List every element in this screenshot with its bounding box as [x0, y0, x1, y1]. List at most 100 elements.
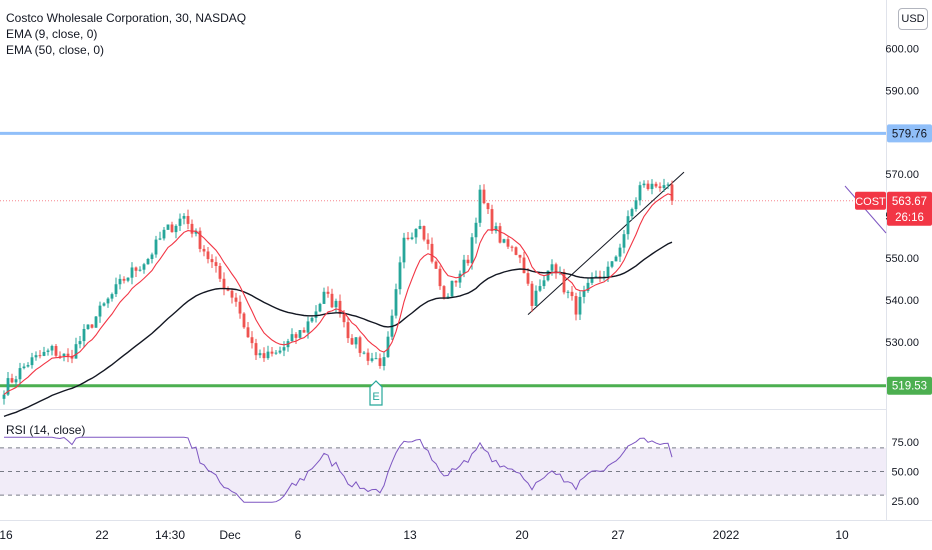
candle-body [278, 350, 282, 353]
candle [110, 292, 114, 302]
resistance-tag-bg [887, 124, 932, 143]
candle-body [90, 324, 94, 328]
candle-body [438, 268, 442, 287]
candle [130, 262, 134, 285]
candle [202, 245, 206, 257]
candle-body [350, 338, 354, 345]
candle [246, 321, 250, 338]
price-tick-label: 530.00 [885, 337, 919, 349]
symbol-title[interactable]: Costco Wholesale Corporation, 30, NASDAQ [6, 11, 247, 25]
candle [166, 224, 170, 230]
candle-body [666, 184, 670, 186]
candle-body [282, 347, 286, 351]
candle-body [494, 226, 498, 231]
candle [290, 328, 294, 342]
candle-body [58, 355, 62, 357]
candle-body [114, 284, 118, 295]
candle [34, 351, 38, 361]
candle [242, 312, 246, 329]
candle-body [82, 328, 86, 342]
candle-body [218, 265, 222, 279]
candle-body [62, 353, 66, 357]
candle [318, 302, 322, 313]
time-tick-label: 27 [611, 528, 625, 542]
candle-body [522, 257, 526, 274]
ema-fast-label[interactable]: EMA (9, close, 0) [6, 27, 98, 41]
candle [406, 232, 410, 241]
candle [466, 255, 470, 266]
candle-body [122, 278, 126, 281]
candle-body [290, 334, 294, 342]
candle-body [622, 234, 626, 248]
candle-body [446, 296, 450, 298]
candle-body [158, 238, 162, 240]
candle-body [590, 277, 594, 283]
candle [630, 207, 634, 220]
candle [538, 279, 542, 293]
candle-body [382, 357, 386, 366]
candle-body [118, 278, 122, 285]
candle [186, 209, 190, 230]
candle-body [314, 311, 318, 318]
candle-body [142, 264, 146, 270]
candle-body [578, 296, 582, 315]
candle-body [46, 350, 50, 352]
candle-body [486, 203, 490, 210]
candle [122, 276, 126, 284]
candle [38, 350, 42, 359]
time-tick-label: 10 [835, 528, 849, 542]
candle-body [22, 366, 26, 369]
candle [594, 270, 598, 279]
support-tag-bg [887, 376, 932, 395]
candle [590, 272, 594, 286]
last-price-tag-bg [887, 191, 932, 226]
candle [514, 246, 518, 256]
candle [114, 277, 118, 297]
candle [490, 204, 494, 234]
candle [586, 278, 590, 293]
candle [578, 291, 582, 320]
candle-body [526, 273, 530, 284]
candle [362, 350, 366, 355]
candle-body [450, 280, 454, 297]
candle-body [478, 189, 482, 223]
candle [582, 285, 586, 304]
chart-legend: Costco Wholesale Corporation, 30, NASDAQ… [6, 10, 246, 58]
candle [370, 352, 374, 363]
candle [266, 345, 270, 360]
candle [150, 252, 154, 264]
candle [138, 266, 142, 272]
candle-body [650, 183, 654, 190]
candle [26, 362, 30, 368]
candle-body [154, 239, 158, 255]
candle-body [634, 200, 638, 210]
candle [394, 283, 398, 319]
candle [234, 292, 238, 307]
candle-body [222, 278, 226, 289]
earnings-marker[interactable] [369, 380, 383, 406]
candle [86, 324, 90, 330]
currency-button[interactable]: USD [898, 8, 928, 30]
candle [650, 179, 654, 195]
candle-body [146, 258, 150, 265]
candle-body [6, 378, 10, 395]
candle-body [274, 352, 278, 354]
candle-body [566, 291, 570, 293]
time-tick-label: 13 [403, 528, 417, 542]
candle-body [150, 254, 154, 259]
trendline[interactable] [527, 171, 685, 315]
candle [494, 222, 498, 234]
candle [378, 353, 382, 369]
ema-slow-label[interactable]: EMA (50, close, 0) [6, 43, 105, 57]
candle-body [254, 343, 258, 356]
rsi-tick-label: 50.00 [891, 467, 919, 479]
candle-body [414, 228, 418, 238]
candle [282, 341, 286, 357]
candle-body [594, 276, 598, 278]
candle [358, 335, 362, 357]
rsi-title[interactable]: RSI (14, close) [6, 423, 86, 437]
candle [430, 237, 434, 264]
candle-body [138, 269, 142, 271]
candle-body [422, 226, 426, 240]
